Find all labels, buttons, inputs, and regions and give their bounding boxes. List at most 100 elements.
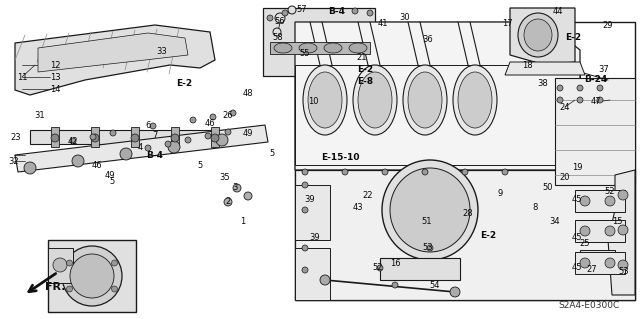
Circle shape <box>225 129 231 135</box>
Text: 25: 25 <box>580 240 590 249</box>
Circle shape <box>282 10 288 16</box>
Circle shape <box>131 134 139 142</box>
Text: 53: 53 <box>619 268 629 277</box>
Bar <box>295 185 330 240</box>
Text: 26: 26 <box>223 112 234 121</box>
Text: 4: 4 <box>138 144 143 152</box>
Circle shape <box>190 117 196 123</box>
Text: 52: 52 <box>372 263 383 272</box>
Circle shape <box>150 123 156 129</box>
Text: 38: 38 <box>538 79 548 88</box>
Circle shape <box>67 260 72 266</box>
Polygon shape <box>510 8 575 65</box>
Circle shape <box>605 196 615 206</box>
Circle shape <box>110 130 116 136</box>
Circle shape <box>205 133 211 139</box>
Bar <box>580 250 615 272</box>
Circle shape <box>111 260 118 266</box>
Circle shape <box>557 85 563 91</box>
Text: 48: 48 <box>243 90 253 99</box>
Bar <box>171 127 179 147</box>
Text: B-4: B-4 <box>328 8 346 17</box>
Polygon shape <box>15 25 215 95</box>
Text: 58: 58 <box>273 33 284 41</box>
Circle shape <box>577 85 583 91</box>
Text: 20: 20 <box>560 174 570 182</box>
Circle shape <box>302 182 308 188</box>
Text: E-15-10: E-15-10 <box>321 153 359 162</box>
Text: 8: 8 <box>532 203 538 211</box>
Circle shape <box>382 169 388 175</box>
Circle shape <box>342 169 348 175</box>
Circle shape <box>367 10 373 16</box>
Circle shape <box>580 258 590 268</box>
Circle shape <box>605 226 615 236</box>
Text: FR.: FR. <box>45 282 65 292</box>
Text: 9: 9 <box>497 189 502 197</box>
Text: 16: 16 <box>390 259 400 269</box>
Text: 45: 45 <box>572 196 582 204</box>
Text: 45: 45 <box>572 263 582 272</box>
Circle shape <box>267 15 273 21</box>
Text: 18: 18 <box>522 62 532 70</box>
Text: 49: 49 <box>243 130 253 138</box>
Circle shape <box>577 97 583 103</box>
Text: B-4: B-4 <box>147 152 163 160</box>
Text: 19: 19 <box>572 164 582 173</box>
Text: 35: 35 <box>220 173 230 182</box>
Ellipse shape <box>62 246 122 306</box>
Circle shape <box>502 169 508 175</box>
Bar <box>211 127 219 147</box>
Circle shape <box>302 207 308 213</box>
Circle shape <box>210 114 216 120</box>
Circle shape <box>597 97 603 103</box>
Text: E-2: E-2 <box>480 232 496 241</box>
Circle shape <box>462 169 468 175</box>
Text: 6: 6 <box>145 122 150 130</box>
Text: B-24: B-24 <box>584 75 607 84</box>
Text: 1: 1 <box>241 218 246 226</box>
Circle shape <box>111 286 118 292</box>
Ellipse shape <box>518 13 558 57</box>
Circle shape <box>618 260 628 270</box>
Circle shape <box>580 196 590 206</box>
Ellipse shape <box>303 65 347 135</box>
Ellipse shape <box>349 43 367 53</box>
Circle shape <box>91 134 99 142</box>
Text: 17: 17 <box>502 19 512 28</box>
Text: 14: 14 <box>50 85 60 93</box>
Text: 23: 23 <box>11 133 21 143</box>
Circle shape <box>597 85 603 91</box>
Circle shape <box>72 155 84 167</box>
Text: 50: 50 <box>543 183 553 192</box>
Circle shape <box>275 13 285 23</box>
Text: 11: 11 <box>17 72 28 81</box>
Text: 37: 37 <box>598 65 609 75</box>
Circle shape <box>450 287 460 297</box>
Text: 55: 55 <box>300 49 310 58</box>
Circle shape <box>618 190 628 200</box>
Text: 32: 32 <box>9 157 19 166</box>
Circle shape <box>302 267 308 273</box>
Ellipse shape <box>308 72 342 128</box>
Circle shape <box>90 134 96 140</box>
Circle shape <box>67 286 72 292</box>
Circle shape <box>422 169 428 175</box>
Bar <box>51 127 59 147</box>
Text: 12: 12 <box>50 61 60 70</box>
Text: E-2: E-2 <box>565 33 581 42</box>
Ellipse shape <box>382 160 478 260</box>
Bar <box>580 220 615 242</box>
Bar <box>263 8 375 76</box>
Bar <box>380 258 460 280</box>
Ellipse shape <box>299 43 317 53</box>
Circle shape <box>288 6 296 14</box>
Circle shape <box>618 225 628 235</box>
Circle shape <box>302 245 308 251</box>
Bar <box>295 65 580 165</box>
Circle shape <box>605 258 615 268</box>
Text: 56: 56 <box>275 18 285 26</box>
Circle shape <box>233 184 241 192</box>
Ellipse shape <box>353 65 397 135</box>
Text: 24: 24 <box>560 102 570 112</box>
